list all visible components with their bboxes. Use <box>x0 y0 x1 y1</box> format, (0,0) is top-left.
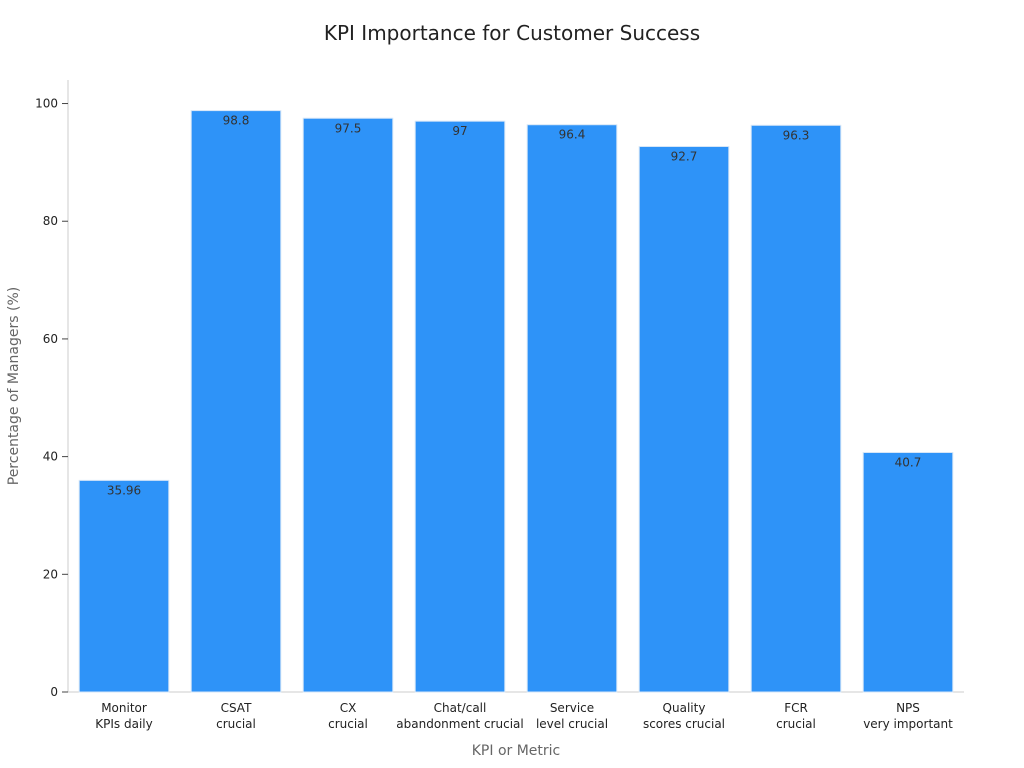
x-tick-label: crucial <box>776 717 816 731</box>
bar-value-label: 97.5 <box>335 121 362 135</box>
bar[interactable] <box>638 145 730 693</box>
bar[interactable] <box>78 479 170 693</box>
x-tick-label: KPIs daily <box>95 717 152 731</box>
y-tick-label: 40 <box>43 450 58 464</box>
bar[interactable] <box>302 117 394 693</box>
bar-value-label: 96.4 <box>559 128 586 142</box>
x-tick-label: Quality <box>663 701 706 715</box>
bar[interactable] <box>862 451 954 693</box>
x-axis-title: KPI or Metric <box>472 743 561 759</box>
bar-value-label: 92.7 <box>671 149 698 163</box>
x-tick-label: Chat/call <box>434 701 487 715</box>
bar[interactable] <box>750 124 842 693</box>
y-tick-label: 80 <box>43 214 58 228</box>
chart-title: KPI Importance for Customer Success <box>324 21 700 45</box>
bar-value-label: 97 <box>452 124 467 138</box>
plot-area: 0 20 40 60 80 100 35.96 Monitor KPIs daily 98.8 CS… <box>35 80 964 731</box>
x-tick-label: level crucial <box>536 717 608 731</box>
y-tick-label: 20 <box>43 567 58 581</box>
bar-value-label: 96.3 <box>783 128 810 142</box>
x-tick-label: scores crucial <box>643 717 725 731</box>
bar[interactable] <box>414 120 506 693</box>
y-tick-label: 60 <box>43 332 58 346</box>
x-tick-label: crucial <box>216 717 256 731</box>
x-tick-label: CX <box>340 701 357 715</box>
x-tick-label: FCR <box>784 701 808 715</box>
bar-value-label: 40.7 <box>895 455 922 469</box>
x-tick-label: crucial <box>328 717 368 731</box>
x-tick-label: Service <box>550 701 594 715</box>
x-tick-label: Monitor <box>101 701 147 715</box>
x-tick-label: abandonment crucial <box>396 717 523 731</box>
y-tick-label: 0 <box>50 685 58 699</box>
x-tick-label: CSAT <box>221 701 252 715</box>
bar-value-label: 98.8 <box>223 114 250 128</box>
x-tick-label: very important <box>863 717 953 731</box>
bar-value-label: 35.96 <box>107 483 141 497</box>
x-tick-label: NPS <box>896 701 920 715</box>
bar[interactable] <box>526 124 618 693</box>
y-tick-label: 100 <box>35 97 58 111</box>
bar[interactable] <box>190 110 282 693</box>
y-axis-title: Percentage of Managers (%) <box>6 287 22 486</box>
